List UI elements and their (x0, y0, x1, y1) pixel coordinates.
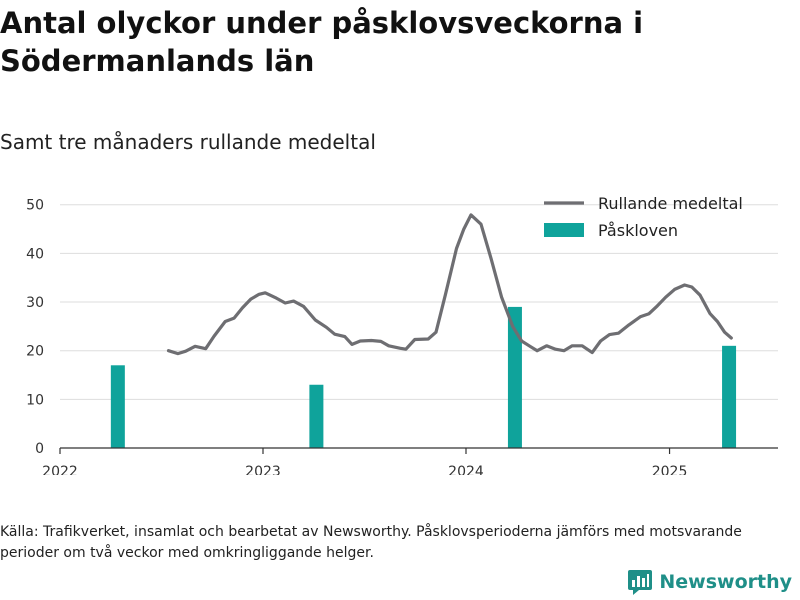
chart-title: Antal olyckor under påsklovsveckorna i S… (0, 6, 644, 78)
bar-paskloven (507, 306, 522, 448)
x-tick-label: 2023 (245, 464, 281, 475)
brand-name: Newsworthy (659, 571, 792, 593)
line-series-rullande-medeltal (166, 213, 733, 356)
legend: Rullande medeltal Påskloven (544, 194, 743, 240)
newsworthy-logo-icon (628, 570, 653, 595)
y-tick-label: 20 (26, 344, 44, 360)
x-tick-label: 2024 (448, 464, 484, 475)
x-tick-label: 2025 (652, 464, 688, 475)
y-tick-label: 50 (26, 198, 44, 214)
line-rullande-medeltal (166, 213, 733, 356)
x-axis-tick-labels: 2022 2023 2024 2025 (42, 464, 687, 475)
source-note: Källa: Trafikverket, insamlat och bearbe… (0, 524, 742, 561)
y-tick-label: 10 (26, 392, 44, 408)
gridlines (60, 204, 778, 400)
chart-area: 0 10 20 30 40 50 2022 2023 2024 2025 Rullande me… (26, 194, 778, 475)
bar-paskloven (110, 365, 125, 448)
y-tick-label: 30 (26, 295, 44, 311)
y-tick-label: 40 (26, 246, 44, 262)
legend-label: Påskloven (598, 221, 678, 240)
x-axis (59, 447, 778, 454)
legend-swatch-bar (544, 223, 584, 237)
bar-paskloven (309, 384, 324, 448)
chart-subtitle: Samt tre månaders rullande medeltal (0, 130, 376, 154)
bar-paskloven (722, 345, 737, 448)
y-tick-label: 0 (35, 441, 44, 457)
legend-label: Rullande medeltal (598, 194, 743, 213)
bar-series-paskloven (110, 306, 737, 448)
brand-logo: Newsworthy (627, 569, 792, 595)
y-axis-tick-labels: 0 10 20 30 40 50 (26, 198, 44, 457)
x-tick-label: 2022 (42, 464, 78, 475)
